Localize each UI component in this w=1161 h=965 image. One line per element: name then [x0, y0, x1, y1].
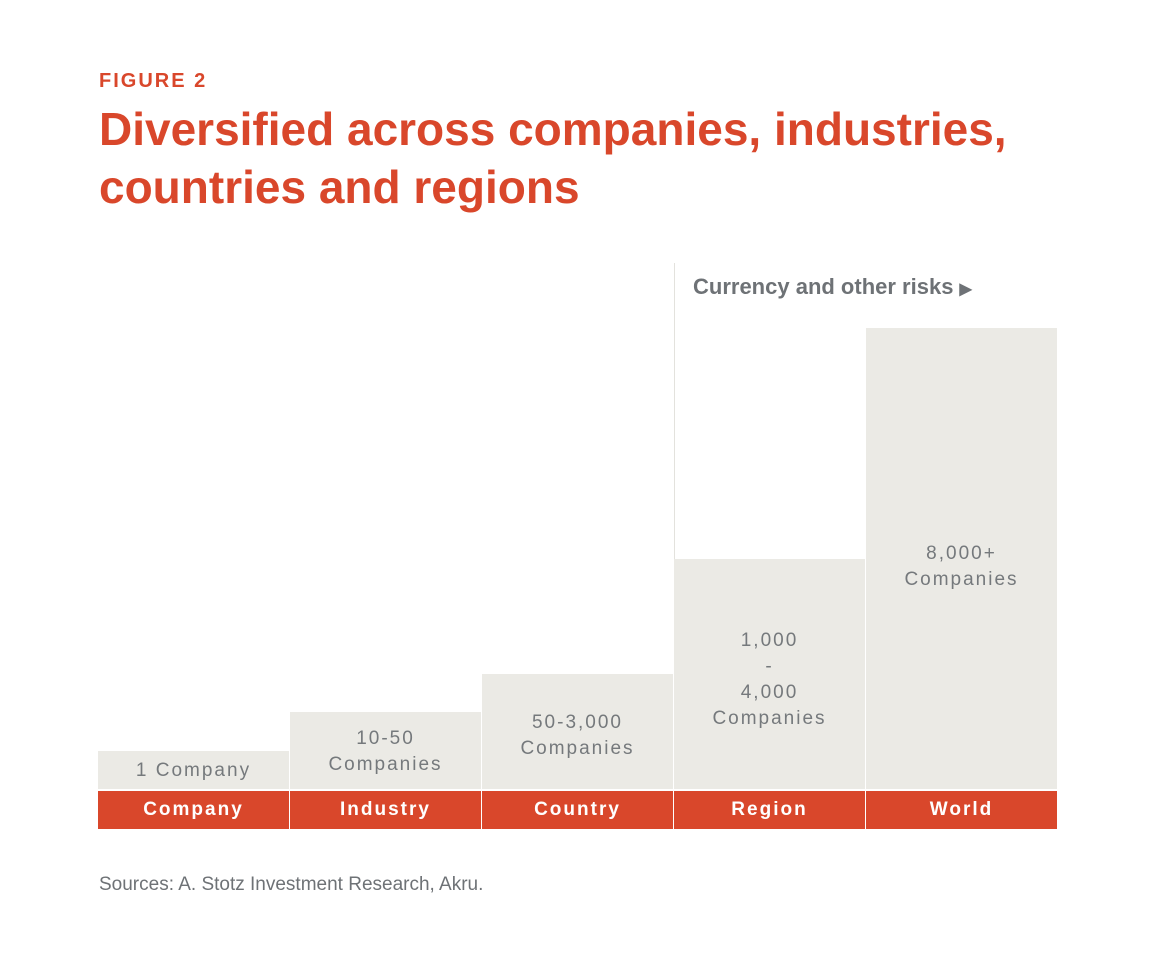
currency-risk-note: Currency and other risks ▶: [693, 274, 972, 300]
category-label-region: Region: [674, 791, 865, 829]
bar-company: 1 Company: [98, 750, 289, 789]
category-label-company: Company: [98, 791, 289, 829]
category-label-country: Country: [482, 791, 673, 829]
chart-title: Diversified across companies, industries…: [99, 103, 1007, 213]
bar-value-label: 1 Company: [135, 759, 252, 781]
bar-industry: 10-50 Companies: [290, 712, 481, 789]
bar-value-label: 10-50 Companies: [328, 727, 443, 775]
bar-country: 50-3,000 Companies: [482, 673, 673, 789]
source-note: Sources: A. Stotz Investment Research, A…: [99, 874, 484, 895]
bar-value-label: 50-3,000 Companies: [520, 711, 635, 759]
category-label-world: World: [866, 791, 1057, 829]
currency-risk-note-text: Currency and other risks: [693, 274, 954, 299]
bar-value-label: 8,000+ Companies: [904, 542, 1019, 590]
right-arrow-icon: ▶: [959, 281, 972, 298]
bar-world: 8,000+ Companies: [866, 328, 1057, 789]
category-label-industry: Industry: [290, 791, 481, 829]
figure-label: FIGURE 2: [99, 70, 208, 92]
bar-value-label: 1,000 - 4,000 Companies: [712, 629, 827, 729]
region-divider-line: [674, 263, 675, 559]
bar-region: 1,000 - 4,000 Companies: [674, 558, 865, 789]
